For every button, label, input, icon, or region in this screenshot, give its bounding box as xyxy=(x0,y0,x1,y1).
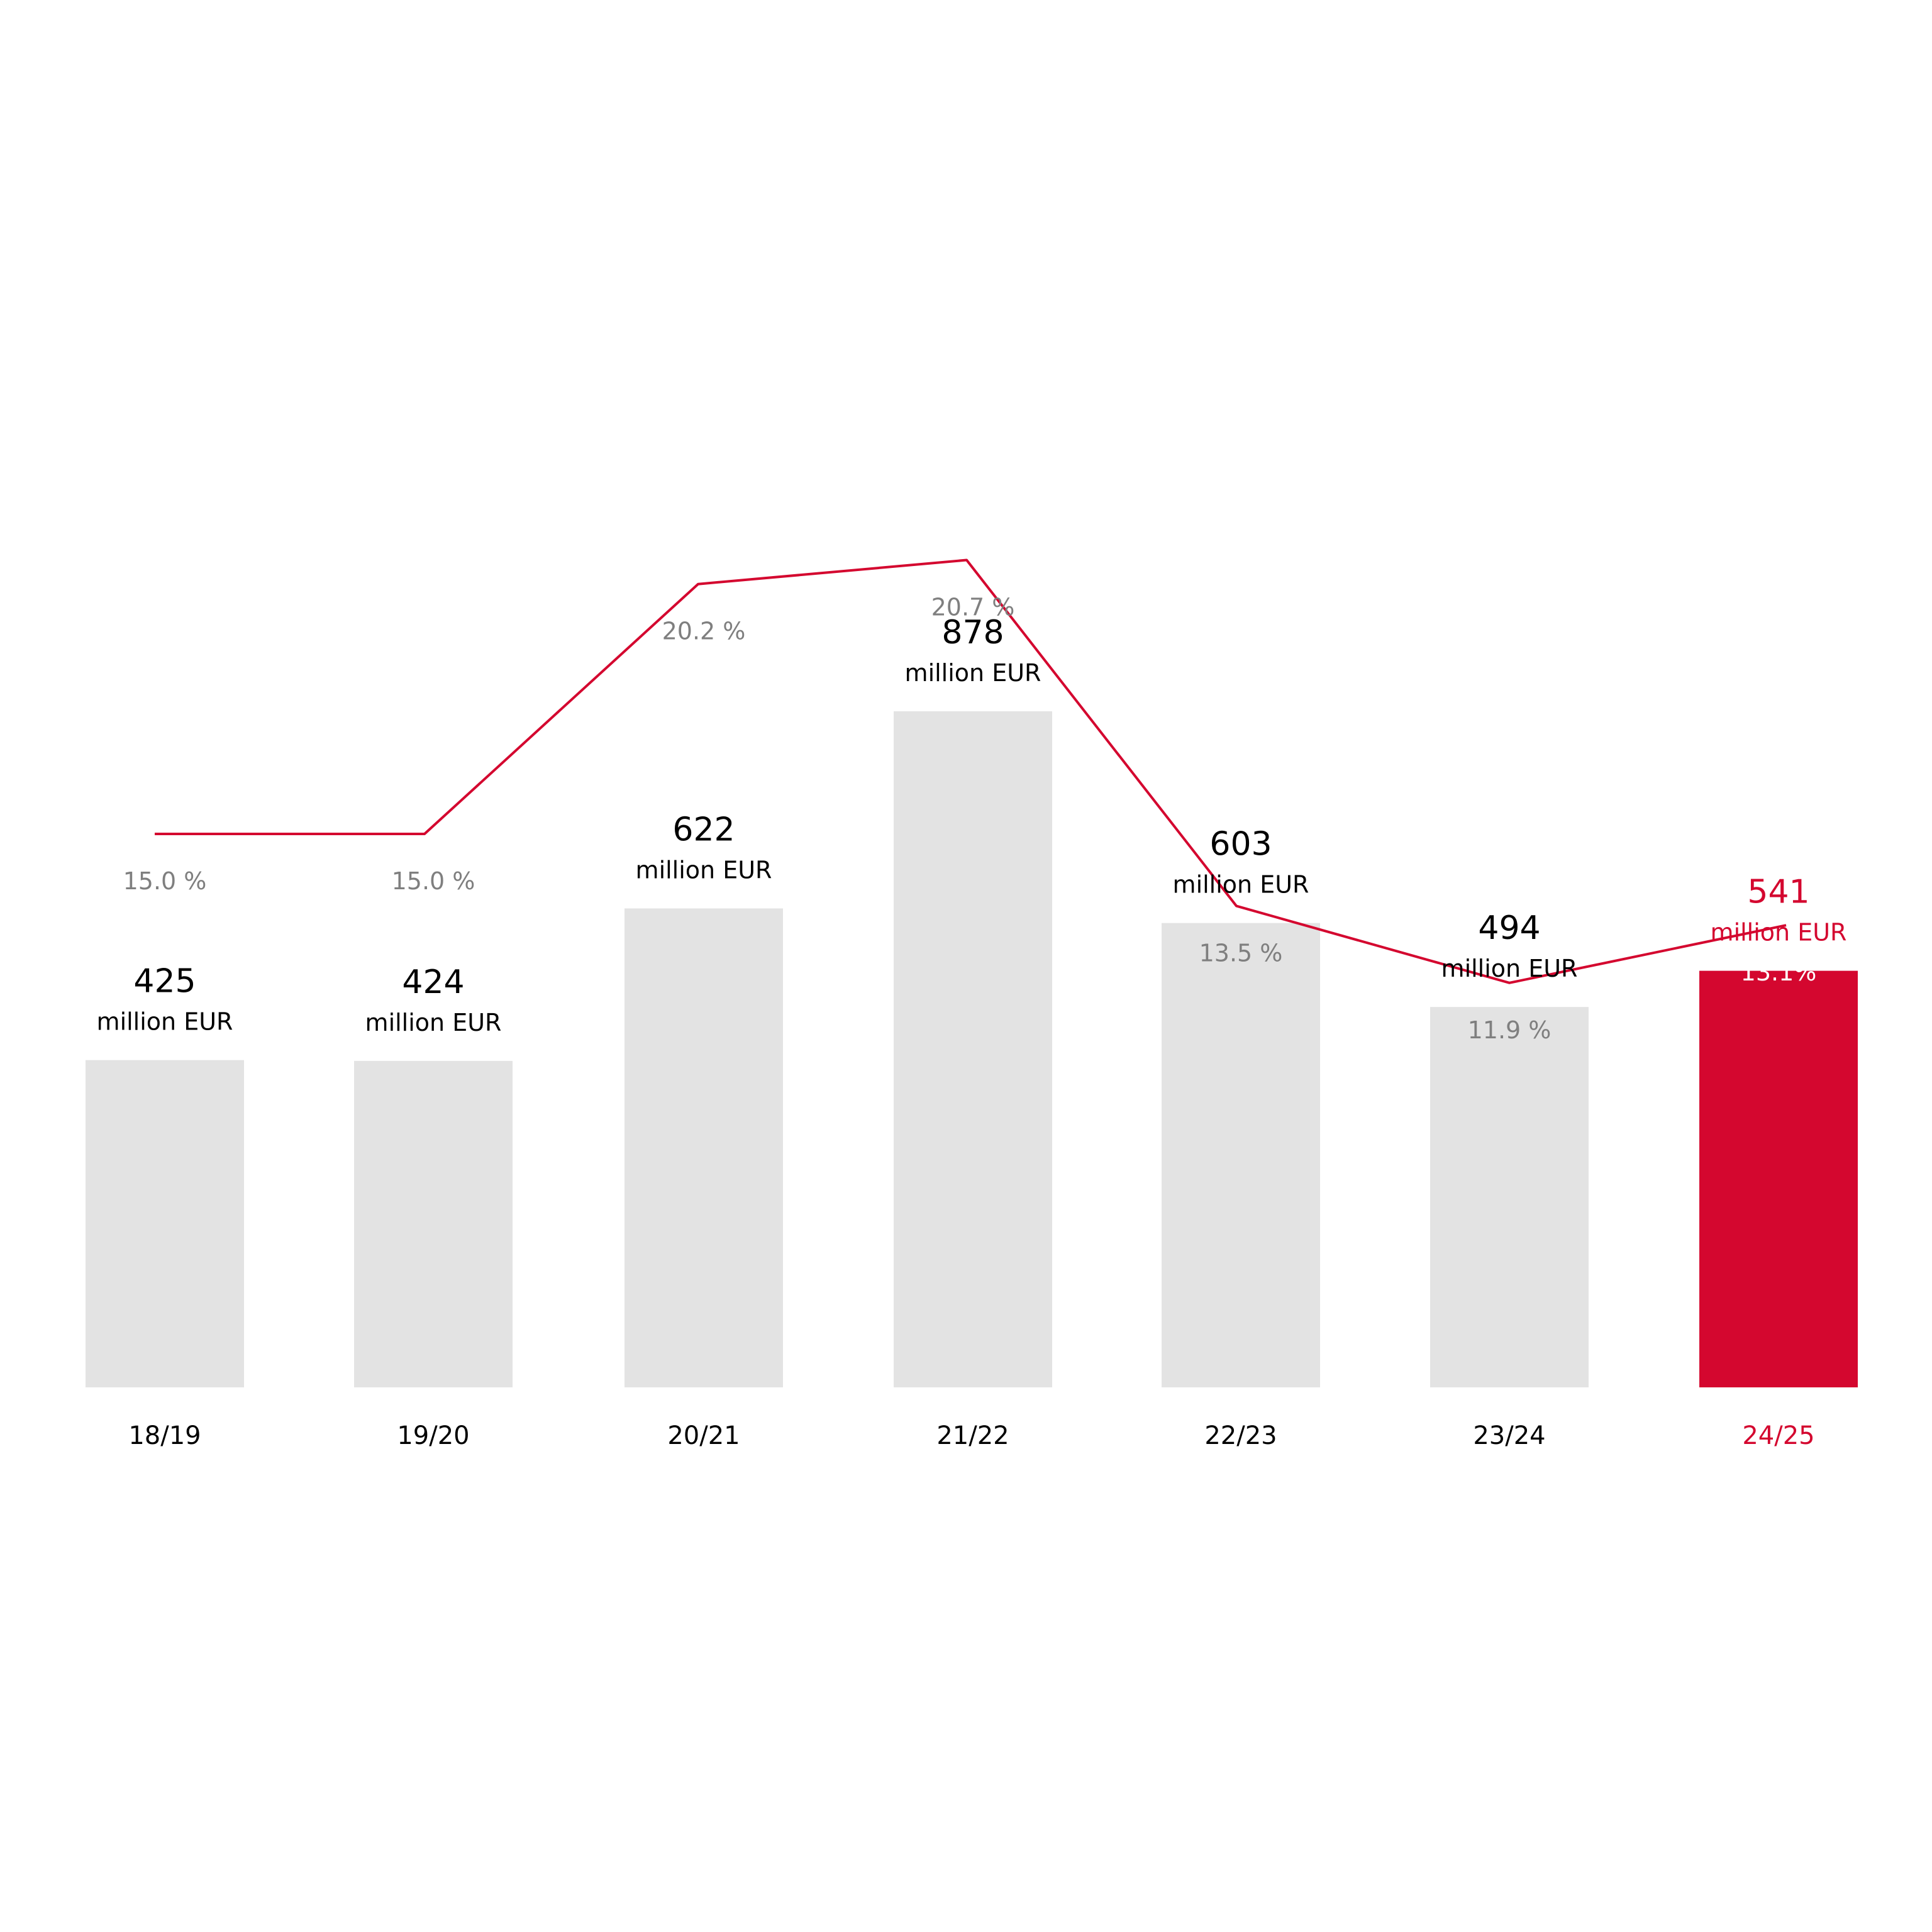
category-label-23-24: 23/24 xyxy=(1473,1421,1545,1450)
category-label-24-25: 24/25 xyxy=(1742,1421,1814,1450)
margin-label-20-21: 20.2 % xyxy=(662,618,746,645)
bar-24-25 xyxy=(1699,970,1858,1387)
margin-label-24-25: 13.1% xyxy=(1741,958,1817,986)
unit-label-20-21: million EUR xyxy=(636,856,772,884)
category-label-19-20: 19/20 xyxy=(397,1421,469,1450)
bar-19-20 xyxy=(354,1060,513,1387)
unit-label-24-25: million EUR xyxy=(1711,919,1847,947)
margin-label-18-19: 15.0 % xyxy=(123,867,207,895)
value-label-21-22: 878 xyxy=(941,614,1004,652)
value-label-19-20: 424 xyxy=(402,963,464,1001)
unit-label-23-24: million EUR xyxy=(1441,955,1578,982)
bar-21-22 xyxy=(894,711,1052,1387)
category-label-21-22: 21/22 xyxy=(936,1421,1009,1450)
bars-layer xyxy=(86,711,1858,1387)
value-label-24-25: 541 xyxy=(1747,874,1809,911)
unit-label-22-23: million EUR xyxy=(1173,871,1309,899)
bar-23-24 xyxy=(1430,1007,1589,1387)
labels-layer: 425 million EUR 15.0 % 18/19 424 million EUR 1… xyxy=(97,594,1847,1450)
category-label-18-19: 18/19 xyxy=(128,1421,201,1450)
value-label-22-23: 603 xyxy=(1209,826,1272,863)
category-label-22-23: 22/23 xyxy=(1204,1421,1277,1450)
margin-label-21-22: 20.7 % xyxy=(931,594,1015,621)
value-label-23-24: 494 xyxy=(1478,909,1540,947)
bar-22-23 xyxy=(1162,923,1320,1387)
unit-label-18-19: million EUR xyxy=(97,1008,233,1036)
line-layer xyxy=(155,558,1787,984)
margin-line xyxy=(155,558,1787,984)
value-label-20-21: 622 xyxy=(672,811,735,848)
category-label-20-21: 20/21 xyxy=(667,1421,740,1450)
margin-label-23-24: 11.9 % xyxy=(1468,1016,1552,1044)
margin-label-22-23: 13.5 % xyxy=(1199,940,1283,967)
unit-label-19-20: million EUR xyxy=(365,1009,502,1036)
value-label-18-19: 425 xyxy=(133,963,196,1001)
unit-label-21-22: million EUR xyxy=(905,659,1041,687)
bar-20-21 xyxy=(625,908,783,1387)
bar-18-19 xyxy=(86,1060,244,1387)
margin-label-19-20: 15.0 % xyxy=(392,867,475,895)
